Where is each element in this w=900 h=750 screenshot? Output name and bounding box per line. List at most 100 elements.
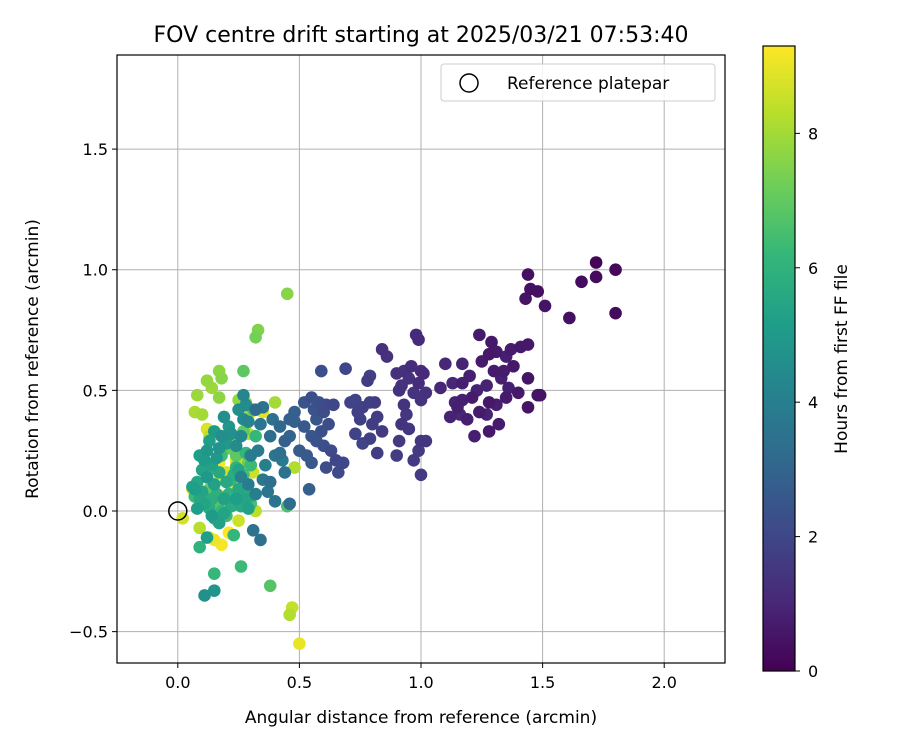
data-point [319,461,333,474]
x-tick-label: 1.0 [408,673,433,692]
data-point [261,485,275,498]
data-point [412,376,425,390]
data-point [370,410,384,424]
data-points [176,256,622,650]
data-point [473,328,486,342]
data-point [273,420,287,433]
data-point [278,466,292,479]
x-tick-label: 1.5 [530,673,555,692]
data-point [268,396,282,409]
data-point [293,637,306,650]
data-point [400,408,413,421]
data-point [190,388,204,402]
y-tick-label: 1.5 [83,140,108,159]
data-point [229,492,243,506]
colorbar [762,45,796,672]
data-point [507,359,520,373]
data-point [390,449,403,462]
colorbar-tick-label: 4 [808,393,818,412]
data-point [480,379,493,392]
data-point [254,533,267,547]
data-point [225,427,238,441]
data-point [332,466,345,479]
y-tick-label: 0.0 [83,502,108,521]
data-point [263,579,277,593]
data-point [217,492,231,506]
data-point [487,364,501,378]
data-point [251,444,265,457]
data-point [521,268,535,281]
data-point [232,514,245,527]
data-point [533,388,547,402]
data-point [288,461,301,474]
data-point [451,400,464,414]
data-point [200,470,214,484]
data-point [239,398,253,412]
data-point [370,446,384,460]
data-point [390,367,403,380]
data-point [263,475,277,489]
legend-marker [459,73,479,93]
data-point [283,413,296,426]
data-point [412,444,425,457]
data-point [195,408,209,421]
data-point [497,364,510,378]
colorbar-ticks: 0 2 4 6 8 [795,124,818,681]
legend: Reference platepar [440,63,716,102]
data-point [419,386,433,400]
y-axis-label: Rotation from reference (arcmin) [23,219,43,499]
data-point [322,417,335,431]
y-tick-label: 1.0 [83,261,108,280]
data-point [368,396,382,409]
colorbar-label: Hours from first FF file [832,264,852,454]
data-point [217,410,231,424]
data-point [417,367,430,380]
reference-point [168,501,188,521]
data-point [207,584,221,597]
x-axis-label: Angular distance from reference (arcmin) [245,708,597,728]
data-point [259,458,272,472]
data-point [305,456,318,470]
data-point [460,413,474,426]
data-point [273,446,287,460]
data-point [193,540,206,554]
data-point [234,429,248,443]
data-point [237,364,250,378]
data-point [207,567,221,581]
data-point [521,338,535,351]
data-point [465,391,479,404]
data-point [482,425,496,438]
data-point [198,589,211,602]
legend-label: Reference platepar [507,74,669,94]
data-point [504,343,518,356]
data-point [563,311,576,325]
data-point [439,357,452,371]
data-point [575,275,588,289]
data-point [283,608,296,622]
legend-box [440,63,716,102]
data-point [242,415,255,429]
data-point [212,441,226,455]
data-point [203,434,216,448]
data-point [482,347,496,361]
data-point [297,420,311,433]
colorbar-tick-label: 8 [808,124,818,143]
data-point [249,330,262,344]
data-point [519,292,532,305]
data-point [344,396,357,409]
data-point [268,495,282,508]
data-point [349,427,362,441]
grid [117,55,725,663]
y-axis-ticks: −0.5 0.0 0.5 1.0 1.5 [69,140,117,642]
data-point [521,372,535,385]
data-point [473,405,486,419]
data-point [397,398,411,412]
data-point [482,396,496,409]
data-point [237,388,250,402]
data-point [531,285,545,298]
data-point [200,374,214,388]
data-point [278,434,292,448]
colorbar-tick-label: 2 [808,528,818,547]
data-point [242,478,255,491]
